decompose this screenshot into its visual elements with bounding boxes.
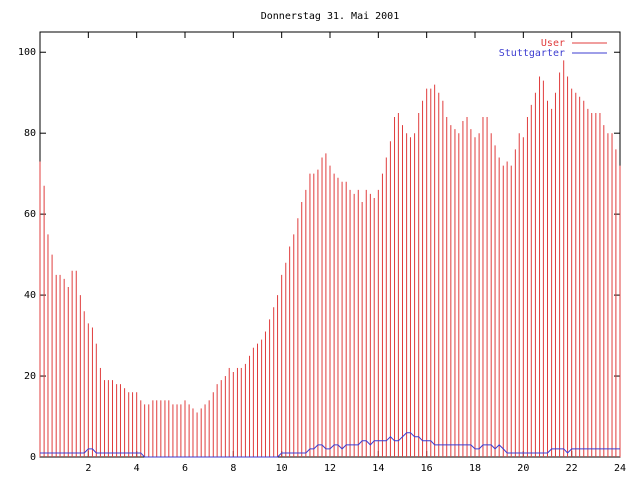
x-tick-label: 14 (372, 463, 384, 474)
y-tick-label: 0 (30, 452, 36, 463)
legend-label: User (541, 38, 565, 49)
x-tick-label: 10 (276, 463, 288, 474)
y-tick-label: 60 (24, 209, 36, 220)
x-tick-label: 24 (614, 463, 626, 474)
y-tick-label: 40 (24, 290, 36, 301)
y-tick-label: 100 (18, 47, 36, 58)
series-line (40, 432, 620, 458)
x-tick-label: 2 (85, 463, 91, 474)
x-tick-label: 4 (134, 463, 140, 474)
x-tick-label: 18 (469, 463, 481, 474)
x-tick-label: 8 (230, 463, 236, 474)
x-tick-label: 20 (517, 463, 529, 474)
y-tick-label: 20 (24, 371, 36, 382)
x-tick-label: 6 (182, 463, 188, 474)
legend-label: Stuttgarter (499, 48, 565, 59)
x-tick-label: 16 (421, 463, 433, 474)
x-tick-label: 22 (566, 463, 578, 474)
x-tick-label: 12 (324, 463, 336, 474)
y-tick-label: 80 (24, 128, 36, 139)
chart-title: Donnerstag 31. Mai 2001 (261, 11, 399, 22)
